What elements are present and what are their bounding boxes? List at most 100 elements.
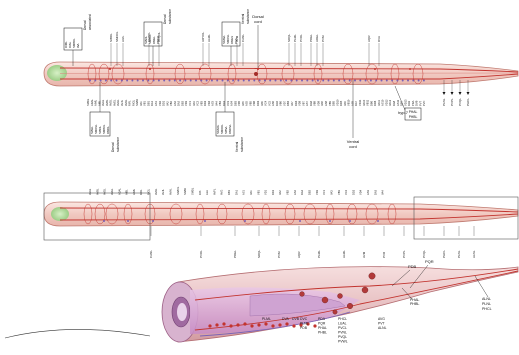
neuron-label: PVC	[422, 101, 426, 106]
cell-body	[274, 79, 277, 82]
cell-body	[204, 220, 206, 222]
group-item: RMEL	[152, 36, 156, 44]
neuron-label: DB4	[286, 100, 290, 106]
tail-right-1: ALNL	[482, 297, 491, 301]
cell-body	[285, 79, 288, 82]
tail-callout-label: PDB	[300, 326, 308, 330]
neuron-label: AQR	[297, 251, 301, 258]
tail-callout-label: PHBL	[318, 331, 327, 335]
neuron-label: VA1	[249, 190, 253, 195]
cell-body	[131, 79, 134, 82]
cell-body	[103, 220, 105, 222]
group-item: RMDVL	[228, 124, 232, 134]
neuron-label: VD3	[315, 189, 319, 195]
group-dorsal_assoc: RIML RIAL SMBDL AVL Dorsal associated	[63, 14, 92, 66]
neuron-label: ADEL	[315, 34, 319, 42]
cell-body	[375, 79, 378, 82]
arrow-head	[442, 92, 446, 95]
neuron-label: AVM	[235, 35, 239, 42]
neuron-label: AS2	[173, 101, 177, 106]
neuron-label: AVBL	[95, 188, 99, 195]
arrow-head	[458, 92, 462, 95]
neuron-label: AS3	[211, 101, 215, 106]
tail-callout-label: ALNL	[378, 326, 387, 330]
tail-callout-label: PVT	[378, 322, 385, 326]
worm-2-cell-bodies	[103, 220, 379, 222]
cell-body	[149, 68, 151, 70]
cell-body	[120, 79, 123, 82]
ventral-cord-label-2: cord	[349, 144, 357, 149]
neuron-label: SIBDL	[109, 33, 113, 42]
neuron-label: VC4	[264, 100, 268, 106]
neuron-label: VA11	[377, 99, 381, 106]
neuron-label: DD4	[294, 100, 298, 106]
neuron-label: VA5	[241, 101, 245, 106]
cell-body	[126, 79, 129, 82]
neuron-label: DB2	[308, 189, 312, 195]
cell-body	[236, 323, 240, 327]
pdb-label: PDB	[408, 264, 417, 269]
neuron-label: DA3	[373, 189, 377, 195]
neuron-label: VB9	[328, 101, 332, 106]
commissure	[387, 203, 397, 225]
cell-body	[99, 79, 102, 82]
tail-right-3: PHCL	[482, 307, 492, 311]
commissure	[111, 63, 125, 85]
ganglion-cell	[321, 296, 329, 304]
cell-body	[385, 79, 388, 82]
neuron-label: VB10	[347, 99, 351, 106]
tail-detail-nerve-3	[199, 311, 351, 337]
neuron-label: AVKL	[124, 99, 128, 106]
neuron-label: VD8	[298, 100, 302, 106]
neuron-label: PVR	[382, 251, 386, 258]
neuron-label: RIGL	[147, 188, 151, 195]
hyp7-pointer	[394, 85, 406, 111]
neuron-label: DA9	[407, 100, 411, 106]
cell-body	[338, 79, 341, 82]
neuron-label: AIBL	[125, 189, 129, 195]
ganglion-cell	[368, 272, 376, 280]
neuron-label: VB2	[169, 101, 173, 106]
neuron-label: AIML	[132, 188, 136, 195]
dorsal-cord-label-2: cord	[254, 19, 262, 24]
worm-2-bottom-labels: CANL PVDL PDEL SDQL PVM AQR PLML ALML AVM PVR PVPL…	[149, 226, 476, 258]
cell-body	[409, 68, 411, 70]
group-title: substance	[240, 137, 244, 152]
tail-callout-label: DVC	[300, 317, 308, 321]
worm-1-bottom-labels: SMDLADALAIMLAIBLAVALAVBLAVDLAVELAVHLAVJL…	[86, 80, 470, 106]
neuron-label: AVG	[220, 190, 224, 195]
phasmid-box-left: PHAL PHBL	[404, 107, 422, 121]
cell-body	[221, 79, 224, 82]
group-item: SMDDL	[148, 34, 152, 44]
worm-1	[43, 61, 519, 87]
cell-body	[222, 322, 226, 326]
worm-1-top-labels: SIBDL SMDDL AIZL CEPDL OLQDL URYDL ALML AVM CANL…	[109, 31, 381, 66]
cell-body	[306, 79, 309, 82]
tail-detail-rectum	[249, 293, 346, 317]
commissure	[325, 203, 335, 225]
group-title: associated	[88, 14, 92, 30]
cell-body	[271, 324, 275, 328]
cell-body	[163, 79, 166, 82]
cell-body	[380, 79, 383, 82]
neuron-label: AS9	[350, 101, 354, 106]
neuron-label: VB1	[143, 101, 147, 106]
neuron-label: ALNL	[472, 250, 476, 258]
cell-body	[377, 220, 379, 222]
cell-body	[278, 323, 282, 327]
group-item: RMDL	[106, 126, 110, 134]
neuron-label: DA2	[300, 189, 304, 195]
tail-callout-label: PVWL	[338, 340, 348, 344]
cell-body	[200, 79, 203, 82]
commissure	[241, 203, 255, 225]
cell-body	[257, 323, 261, 327]
cell-body	[226, 79, 229, 82]
group-item: SMDVL	[94, 124, 98, 134]
phasmid-left-label-2: PHBL	[409, 115, 418, 119]
neuron-label: AVHL	[116, 99, 120, 106]
tail-label: PHCL	[466, 98, 470, 106]
neuron-label: VD9	[316, 100, 320, 106]
cell-body	[311, 79, 314, 82]
tail-callout-label: DVB	[292, 317, 300, 321]
tail-callout-label: PVQL	[338, 335, 347, 339]
